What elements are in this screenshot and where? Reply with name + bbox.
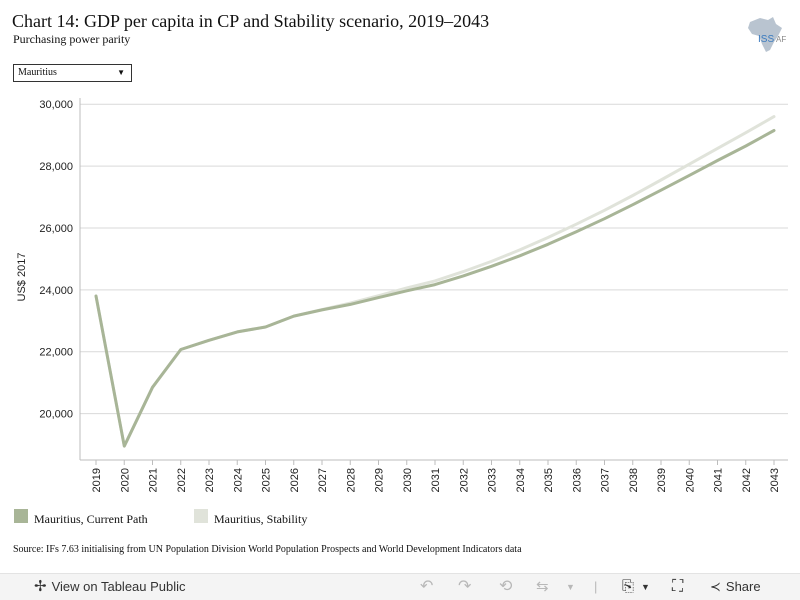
x-tick-label: 2033 bbox=[487, 468, 499, 492]
legend-item-current-path[interactable]: Mauritius, Current Path bbox=[14, 508, 148, 529]
x-tick-label: 2019 bbox=[91, 468, 103, 492]
y-tick-labels: 20,000 22,000 24,000 26,000 28,000 30,000 bbox=[39, 99, 73, 420]
y-tick-label: 24,000 bbox=[39, 285, 73, 297]
y-tick-label: 26,000 bbox=[39, 223, 73, 235]
x-tick-label: 2038 bbox=[628, 468, 640, 492]
legend-label-current-path: Mauritius, Current Path bbox=[34, 512, 148, 526]
series-lines bbox=[94, 115, 776, 448]
legend-item-stability[interactable]: Mauritius, Stability bbox=[194, 508, 307, 529]
legend-label-stability: Mauritius, Stability bbox=[214, 512, 308, 526]
tableau-logo-icon: ✢ bbox=[34, 578, 47, 595]
share-icon: ≺ bbox=[710, 579, 721, 594]
x-tick-label: 2041 bbox=[713, 468, 725, 492]
fullscreen-icon[interactable]: ⛶ bbox=[672, 578, 684, 595]
x-tick-label: 2023 bbox=[204, 468, 216, 492]
x-tick-label: 2031 bbox=[430, 468, 442, 492]
x-tick-label: 2022 bbox=[176, 468, 188, 492]
x-tick-labels: 2019 2020 2021 2022 2023 2024 2025 2026 2027 2028… bbox=[91, 468, 781, 492]
legend: Mauritius, Current Path Mauritius, Stabi… bbox=[14, 508, 514, 530]
x-tick-label: 2028 bbox=[345, 468, 357, 492]
x-tick-label: 2021 bbox=[148, 468, 160, 492]
africa-map-icon bbox=[748, 17, 782, 52]
x-tick-label: 2026 bbox=[289, 468, 301, 492]
x-tick-label: 2025 bbox=[261, 468, 273, 492]
redo-icon[interactable]: ↷ bbox=[458, 578, 472, 595]
tableau-toolbar: ✢ View on Tableau Public ↶ ↷ ⟲ ⇆ ▼ | ⎘ ▼ … bbox=[0, 573, 800, 600]
x-tick-label: 2042 bbox=[741, 468, 753, 492]
x-tick-label: 2043 bbox=[769, 468, 781, 492]
x-tick-label: 2027 bbox=[317, 468, 329, 492]
download-dropdown-icon[interactable]: ▼ bbox=[641, 582, 650, 592]
legend-swatch-current-path bbox=[14, 509, 28, 523]
x-tick-label: 2032 bbox=[458, 468, 470, 492]
issafrica-logo: ISS AF bbox=[748, 17, 786, 52]
x-tick-label: 2036 bbox=[571, 468, 583, 492]
series-line-current-path bbox=[94, 129, 776, 448]
undo-icon[interactable]: ↶ bbox=[420, 578, 434, 595]
country-select[interactable]: Mauritius ▼ bbox=[13, 64, 132, 82]
source-note: Source: IFs 7.63 initialising from UN Po… bbox=[13, 544, 522, 555]
x-tick-label: 2030 bbox=[402, 468, 414, 492]
logo-text: ISS bbox=[758, 34, 774, 45]
chart-subtitle: Purchasing power parity bbox=[13, 32, 131, 46]
legend-swatch-stability bbox=[194, 509, 208, 523]
chart-title: Chart 14: GDP per capita in CP and Stabi… bbox=[12, 11, 490, 31]
refresh-icon[interactable]: ⇆ bbox=[536, 578, 549, 595]
axes bbox=[79, 98, 788, 465]
y-tick-label: 30,000 bbox=[39, 99, 73, 111]
dropdown-arrow-icon: ▼ bbox=[117, 68, 125, 77]
y-tick-label: 28,000 bbox=[39, 161, 73, 173]
gridlines bbox=[80, 103, 788, 415]
view-on-tableau-button[interactable]: ✢ View on Tableau Public bbox=[34, 574, 186, 600]
y-tick-label: 22,000 bbox=[39, 347, 73, 359]
share-button[interactable]: ≺ Share bbox=[710, 574, 761, 600]
x-tick-label: 2035 bbox=[543, 468, 555, 492]
x-tick-label: 2020 bbox=[119, 468, 131, 492]
toolbar-divider: | bbox=[594, 579, 598, 594]
country-select-value: Mauritius bbox=[18, 67, 57, 78]
x-tick-label: 2037 bbox=[600, 468, 612, 492]
y-tick-label: 20,000 bbox=[39, 409, 73, 421]
view-on-tableau-label: View on Tableau Public bbox=[51, 579, 186, 594]
revert-icon[interactable]: ⟲ bbox=[499, 578, 513, 595]
x-tick-label: 2024 bbox=[232, 468, 244, 492]
x-tick-label: 2034 bbox=[515, 468, 527, 492]
y-axis-label: US$ 2017 bbox=[16, 253, 28, 302]
refresh-dropdown-icon[interactable]: ▼ bbox=[566, 582, 575, 592]
logo-text-suffix: AF bbox=[776, 35, 786, 44]
download-icon[interactable]: ⎘ bbox=[622, 578, 635, 595]
share-label: Share bbox=[725, 579, 761, 594]
x-tick-label: 2029 bbox=[374, 468, 386, 492]
x-tick-label: 2040 bbox=[684, 468, 696, 492]
x-tick-label: 2039 bbox=[656, 468, 668, 492]
line-chart: 20,000 22,000 24,000 26,000 28,000 30,000 201… bbox=[16, 98, 788, 492]
